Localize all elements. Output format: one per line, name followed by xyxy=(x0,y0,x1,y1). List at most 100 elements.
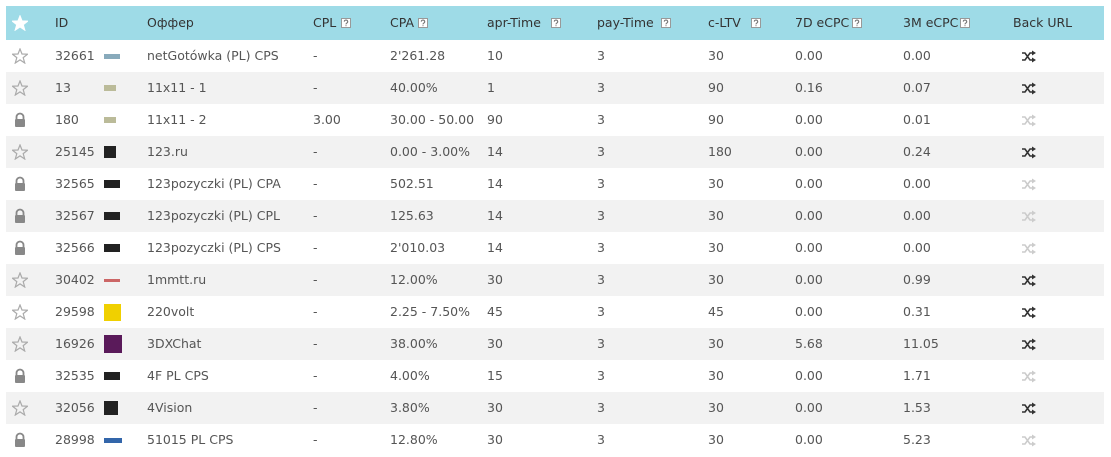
back-url-icon[interactable] xyxy=(1021,145,1037,160)
cell-value: 11.05 xyxy=(903,336,939,351)
favorite-star[interactable] xyxy=(12,48,28,64)
cell-value: 30402 xyxy=(55,272,95,287)
help-icon[interactable] xyxy=(960,18,971,28)
cell-value: 30 xyxy=(487,432,503,447)
back-url-icon[interactable] xyxy=(1021,433,1037,448)
column-header[interactable]: CPA xyxy=(390,15,415,30)
back-url-icon[interactable] xyxy=(1021,337,1037,352)
star-all[interactable] xyxy=(12,15,28,31)
column-header[interactable]: 7D eCPC xyxy=(795,15,850,30)
offer-name[interactable]: 51015 PL CPS xyxy=(147,432,234,447)
cell-value: 90 xyxy=(487,112,503,127)
cell-value: 3 xyxy=(597,48,605,63)
cell-value: 0.00 xyxy=(903,208,931,223)
back-url-icon[interactable] xyxy=(1021,401,1037,416)
back-url-icon[interactable] xyxy=(1021,305,1037,320)
favorite-star[interactable] xyxy=(12,80,28,96)
cell-value: 30 xyxy=(708,272,724,287)
cell-value: 16926 xyxy=(55,336,95,351)
cell-value: 14 xyxy=(487,176,503,191)
favorite-star[interactable] xyxy=(12,272,28,288)
help-icon[interactable] xyxy=(417,18,428,28)
offer-name[interactable]: netGotówka (PL) CPS xyxy=(147,48,279,63)
cell-value: 0.00 xyxy=(795,272,823,287)
offer-name[interactable]: 4Vision xyxy=(147,400,193,415)
cell-value: 30 xyxy=(708,400,724,415)
cell-value: 14 xyxy=(487,144,503,159)
offer-name[interactable]: 123pozyczki (PL) CPL xyxy=(147,208,280,223)
back-url-icon[interactable] xyxy=(1021,49,1037,64)
offer-name[interactable]: 1mmtt.ru xyxy=(147,272,207,287)
help-icon[interactable] xyxy=(551,18,562,28)
cell-value: 30 xyxy=(708,336,724,351)
offer-name[interactable]: 11x11 - 2 xyxy=(147,112,207,127)
cell-value: 3 xyxy=(597,80,605,95)
lock-icon xyxy=(15,240,25,255)
cell-value: 0.24 xyxy=(903,144,931,159)
column-header[interactable]: CPL xyxy=(313,15,337,30)
cell-value: 12.80% xyxy=(390,432,438,447)
column-header[interactable]: c-LTV xyxy=(708,15,741,30)
cell-value: - xyxy=(313,272,318,287)
offer-name[interactable]: 123pozyczki (PL) CPA xyxy=(147,176,281,191)
cell-value: 30.00 - 50.00 xyxy=(390,112,475,127)
cell-value: 25145 xyxy=(55,144,95,159)
cell-value: - xyxy=(313,336,318,351)
cell-value: 13 xyxy=(55,80,71,95)
column-header[interactable]: 3M eCPC xyxy=(903,15,959,30)
help-icon[interactable] xyxy=(852,18,863,28)
cell-value: 32566 xyxy=(55,240,95,255)
favorite-star[interactable] xyxy=(12,336,28,352)
offer-logo xyxy=(104,278,120,282)
cell-value: - xyxy=(313,208,318,223)
cell-value: 1.53 xyxy=(903,400,931,415)
offer-logo xyxy=(104,244,120,252)
column-header[interactable]: apr-Time xyxy=(487,15,541,30)
cell-value: 30 xyxy=(708,48,724,63)
cell-value: 0.00 xyxy=(795,400,823,415)
column-header[interactable]: Back URL xyxy=(1013,15,1073,30)
column-header[interactable]: Оффер xyxy=(147,15,194,30)
offer-name[interactable]: 3DXChat xyxy=(147,336,202,351)
favorite-star[interactable] xyxy=(12,144,28,160)
back-url-icon[interactable] xyxy=(1021,177,1037,192)
back-url-icon[interactable] xyxy=(1021,209,1037,224)
back-url-icon[interactable] xyxy=(1021,369,1037,384)
table-row: 30402 1mmtt.ru - 12.00% 30 3 30 0.00 0.99 xyxy=(6,264,1104,296)
help-icon[interactable] xyxy=(340,18,351,28)
favorite-star[interactable] xyxy=(12,304,28,320)
cell-value: - xyxy=(313,144,318,159)
lock-icon xyxy=(15,368,25,383)
help-icon[interactable] xyxy=(750,18,761,28)
column-header[interactable]: pay-Time xyxy=(597,15,654,30)
cell-value: 10 xyxy=(487,48,503,63)
offer-name[interactable]: 11x11 - 1 xyxy=(147,80,207,95)
table-row: 28998 51015 PL CPS - 12.80% 30 3 30 0.00 5.23 xyxy=(6,424,1104,456)
cell-value: 125.63 xyxy=(390,208,434,223)
cell-value: 0.00 xyxy=(795,112,823,127)
lock-icon xyxy=(15,112,25,127)
favorite-star[interactable] xyxy=(12,400,28,416)
back-url-icon[interactable] xyxy=(1021,241,1037,256)
offer-name[interactable]: 123.ru xyxy=(147,144,188,159)
table-row: 32535 4F PL CPS - 4.00% 15 3 30 0.00 1.71 xyxy=(6,360,1104,392)
cell-value: 0.00 xyxy=(903,240,931,255)
cell-value: 30 xyxy=(708,176,724,191)
offer-logo xyxy=(104,85,116,91)
table-row: 32566 123pozyczki (PL) CPS - 2'010.03 14 3 30 0… xyxy=(6,232,1104,264)
cell-value: 3 xyxy=(597,240,605,255)
back-url-icon[interactable] xyxy=(1021,113,1037,128)
cell-value: 30 xyxy=(487,400,503,415)
back-url-icon[interactable] xyxy=(1021,81,1037,96)
help-icon[interactable] xyxy=(661,18,672,28)
cell-value: 30 xyxy=(708,368,724,383)
offer-name[interactable]: 123pozyczki (PL) CPS xyxy=(147,240,281,255)
cell-value: 2'261.28 xyxy=(390,48,446,63)
offer-name[interactable]: 4F PL CPS xyxy=(147,368,209,383)
back-url-icon[interactable] xyxy=(1021,273,1037,288)
offer-name[interactable]: 220volt xyxy=(147,304,195,319)
cell-value: 3 xyxy=(597,176,605,191)
cell-value: 4.00% xyxy=(390,368,430,383)
cell-value: 0.99 xyxy=(903,272,931,287)
column-header[interactable]: ID xyxy=(55,15,69,30)
